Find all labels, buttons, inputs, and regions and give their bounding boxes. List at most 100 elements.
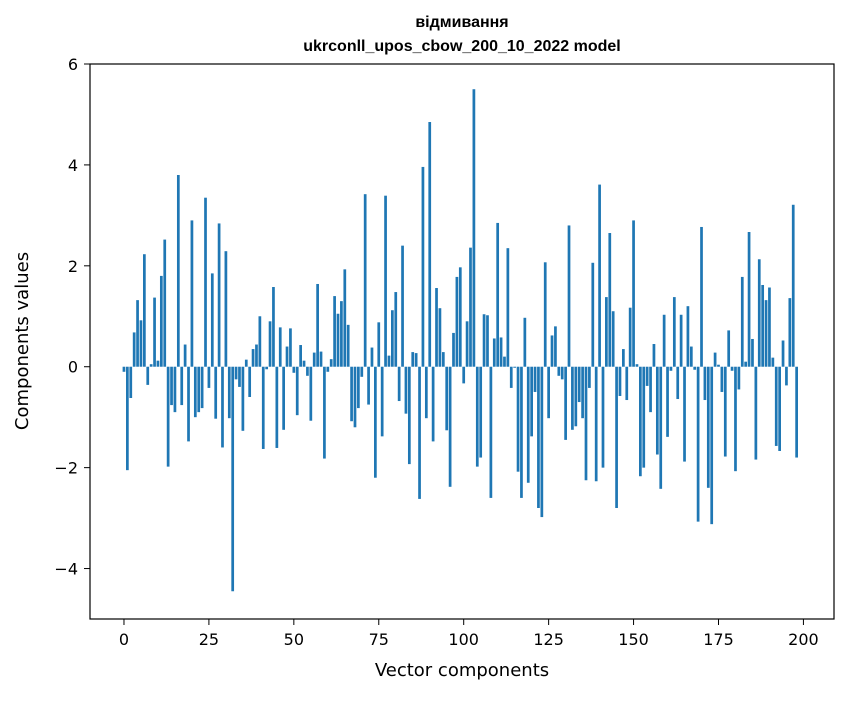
bar-93 [438,308,442,367]
bar-99 [458,267,462,367]
bar-118 [523,317,527,367]
bar-168 [693,366,697,370]
bar-155 [649,366,652,413]
bar-190 [768,287,771,367]
bar-19 [187,366,190,442]
chart-title-line2: ukrconll_upos_cbow_200_10_2022 model [303,38,620,55]
y-axis-label: Components values [12,252,33,430]
bar-166 [686,306,690,367]
bar-195 [785,366,788,386]
bar-10 [156,360,160,367]
bar-187 [757,259,761,367]
bar-76 [380,366,384,437]
bar-68 [353,366,357,428]
bar-173 [710,366,714,525]
y-tick-label: 4 [68,156,78,175]
bar-6 [143,254,146,367]
bar-25 [207,366,211,388]
bar-119 [526,366,530,483]
bar-145 [615,366,618,508]
bar-147 [622,349,625,367]
bar-165 [683,366,686,462]
bar-40 [258,316,262,367]
bar-56 [312,352,316,367]
bar-48 [285,346,289,367]
bar-122 [537,366,540,508]
bar-188 [761,284,765,367]
bar-98 [455,276,459,367]
bar-41 [261,366,265,449]
bar-8 [149,364,153,367]
chart-title-line1: відмивання [415,14,508,31]
bar-9 [153,297,156,367]
bar-198 [795,366,798,458]
bar-146 [618,366,622,396]
x-tick-label: 150 [618,630,649,649]
plot-frame [89,63,835,620]
bar-184 [747,232,751,367]
bar-71 [363,194,367,367]
x-tick-label: 175 [703,630,734,649]
bar-20 [190,220,194,367]
bar-171 [703,366,707,401]
bar-134 [577,366,581,403]
bar-65 [343,269,347,367]
bar-193 [778,366,781,451]
bar-101 [465,321,469,367]
bar-142 [605,297,608,367]
bar-15 [173,366,177,413]
bar-156 [652,344,656,367]
bar-94 [441,352,445,367]
bar-67 [350,366,353,422]
bar-177 [723,366,727,457]
bar-127 [554,326,557,367]
bar-82 [401,245,404,367]
bar-43 [268,321,272,367]
bar-106 [482,314,486,367]
bar-110 [496,222,500,367]
bar-107 [486,315,489,367]
bar-158 [659,366,663,489]
bar-77 [384,195,387,367]
bar-78 [387,355,391,367]
bar-178 [727,330,731,367]
bar-32 [231,366,235,592]
x-tick-label: 75 [369,630,389,649]
bar-28 [217,223,221,367]
bar-163 [676,366,680,400]
bar-129 [560,366,564,380]
bar-83 [404,366,408,414]
bar-138 [591,262,595,367]
bar-126 [550,335,554,367]
bar-160 [666,366,669,437]
bar-11 [159,275,163,367]
bar-167 [689,346,693,367]
bar-53 [302,360,306,367]
bar-80 [394,292,398,367]
bar-121 [533,366,537,392]
bar-131 [567,225,571,367]
bar-45 [275,366,279,448]
bar-180 [734,366,737,472]
bar-162 [672,297,676,367]
bar-104 [475,366,479,467]
bar-2 [129,366,133,399]
bar-135 [581,366,584,419]
bar-175 [717,364,720,367]
bar-109 [492,338,496,367]
bar-36 [244,359,248,367]
x-tick-label: 100 [448,630,479,649]
bar-0 [122,366,126,372]
bar-169 [696,366,700,522]
bar-105 [479,366,483,458]
bar-117 [520,366,523,498]
bar-90 [428,122,432,367]
bar-84 [407,366,411,465]
bar-112 [503,356,506,367]
bar-87 [418,366,421,499]
y-tick-label: 0 [68,358,78,377]
bar-133 [574,366,578,427]
y-tick-label: −4 [54,560,78,579]
bar-79 [391,310,394,367]
